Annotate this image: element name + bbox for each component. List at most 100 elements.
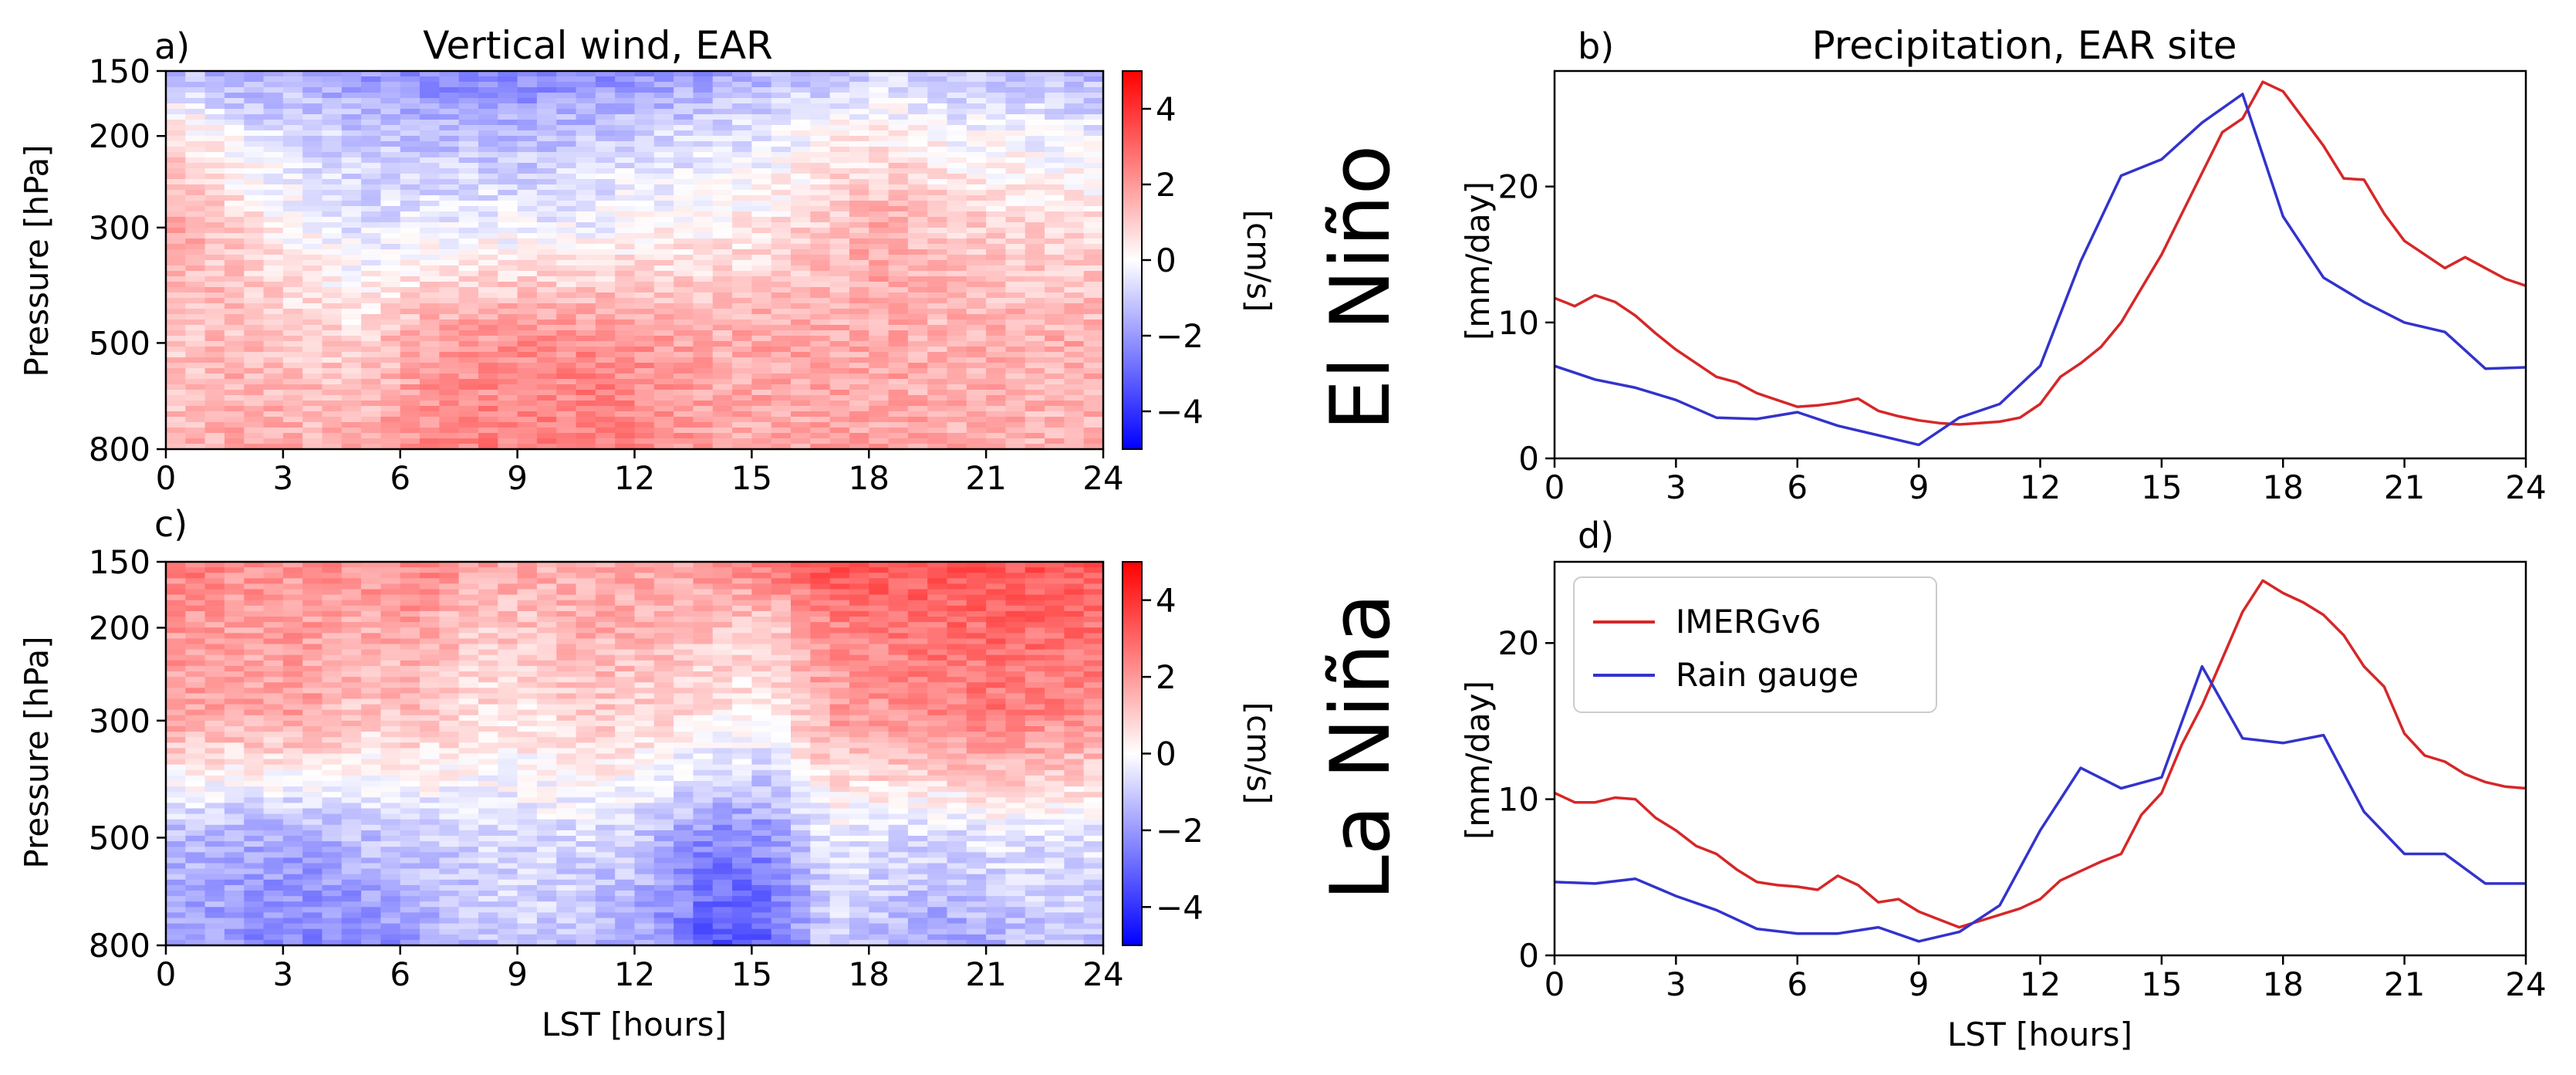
heatmap-cell <box>263 438 284 445</box>
heatmap-cell <box>439 578 460 584</box>
heatmap-cell <box>1005 336 1026 342</box>
heatmap-cell <box>966 444 987 450</box>
heatmap-cell <box>341 265 362 272</box>
heatmap-cell <box>244 830 265 837</box>
heatmap-cell <box>595 379 616 385</box>
heatmap-cell <box>556 98 577 104</box>
heatmap-cell <box>380 732 401 738</box>
heatmap-cell <box>204 233 225 239</box>
heatmap-cell <box>907 136 928 142</box>
heatmap-cell <box>263 303 284 309</box>
heatmap-cell <box>166 923 186 930</box>
heatmap-cell <box>634 238 655 245</box>
heatmap-cell <box>458 617 479 623</box>
heatmap-cell <box>771 438 792 445</box>
heatmap-cell <box>1083 368 1104 374</box>
heatmap-cell <box>361 726 382 732</box>
heatmap-cell <box>536 573 557 579</box>
heatmap-cell <box>341 769 362 776</box>
heatmap-cell <box>380 764 401 771</box>
heatmap-cell <box>888 141 909 147</box>
heatmap-cell <box>536 884 557 891</box>
heatmap-cell <box>439 896 460 902</box>
heatmap-cell <box>361 98 382 104</box>
heatmap-cell <box>322 715 343 722</box>
heatmap-cell <box>986 157 1007 164</box>
heatmap-cell <box>498 928 518 935</box>
heatmap-cell <box>244 622 265 628</box>
y-tick-label: 500 <box>89 324 150 362</box>
heatmap-cell <box>478 868 498 875</box>
heatmap-cell <box>966 249 987 255</box>
heatmap-cell <box>732 395 752 401</box>
heatmap-cell <box>439 879 460 886</box>
heatmap-cell <box>732 147 752 153</box>
heatmap-cell <box>204 594 225 601</box>
heatmap-cell <box>986 390 1007 396</box>
heatmap-cell <box>595 428 616 434</box>
heatmap-cell <box>751 422 772 428</box>
heatmap-cell <box>907 98 928 104</box>
heatmap-cell <box>556 319 577 326</box>
heatmap-cell <box>947 265 967 272</box>
heatmap-cell <box>400 852 420 858</box>
heatmap-cell <box>1064 411 1085 417</box>
heatmap-cell <box>282 912 303 919</box>
heatmap-cell <box>517 428 538 434</box>
heatmap-cell <box>498 201 518 207</box>
heatmap-cell <box>282 233 303 239</box>
heatmap-cell <box>244 401 265 407</box>
heatmap-cell <box>361 103 382 110</box>
heatmap-cell <box>458 769 479 776</box>
heatmap-cell <box>204 792 225 798</box>
heatmap-cell <box>361 852 382 858</box>
heatmap-cell <box>341 748 362 755</box>
heatmap-cell <box>712 249 733 255</box>
heatmap-cell <box>556 244 577 250</box>
heatmap-cell <box>966 401 987 407</box>
heatmap-cell <box>400 282 420 288</box>
heatmap-cell <box>1045 163 1065 169</box>
heatmap-cell <box>849 438 869 445</box>
heatmap-cell <box>204 671 225 678</box>
heatmap-cell <box>536 803 557 810</box>
heatmap-cell <box>341 336 362 342</box>
heatmap-cell <box>1005 136 1026 142</box>
heatmap-cell <box>615 87 636 93</box>
heatmap-cell <box>361 71 382 77</box>
heatmap-cell <box>439 808 460 815</box>
heatmap-cell <box>1045 433 1065 439</box>
heatmap-cell <box>400 803 420 810</box>
heatmap-cell <box>615 395 636 401</box>
heatmap-cell <box>1005 390 1026 396</box>
heatmap-cell <box>810 147 831 153</box>
heatmap-cell <box>966 211 987 218</box>
heatmap-cell <box>517 411 538 417</box>
heatmap-cell <box>224 797 245 803</box>
heatmap-cell <box>615 374 636 380</box>
heatmap-cell <box>478 709 498 716</box>
heatmap-cell <box>204 934 225 941</box>
heatmap-cell <box>536 368 557 374</box>
heatmap-cell <box>653 114 674 120</box>
heatmap-cell <box>829 357 850 363</box>
heatmap-cell <box>849 201 869 207</box>
heatmap-cell <box>927 206 948 212</box>
heatmap-cell <box>380 589 401 596</box>
heatmap-cell <box>907 109 928 115</box>
heatmap-cell <box>927 347 948 353</box>
heatmap-cell <box>1005 255 1026 261</box>
heatmap-cell <box>224 157 245 164</box>
heatmap-cell <box>244 319 265 326</box>
heatmap-cell <box>244 813 265 820</box>
heatmap-cell <box>282 260 303 266</box>
heatmap-cell <box>1005 433 1026 439</box>
heatmap-cell <box>712 125 733 131</box>
heatmap-cell <box>536 868 557 875</box>
heatmap-cell <box>458 330 479 336</box>
heatmap-cell <box>576 184 596 191</box>
heatmap-cell <box>791 93 811 99</box>
heatmap-cell <box>282 287 303 293</box>
heatmap-cell <box>771 374 792 380</box>
heatmap-cell <box>771 114 792 120</box>
